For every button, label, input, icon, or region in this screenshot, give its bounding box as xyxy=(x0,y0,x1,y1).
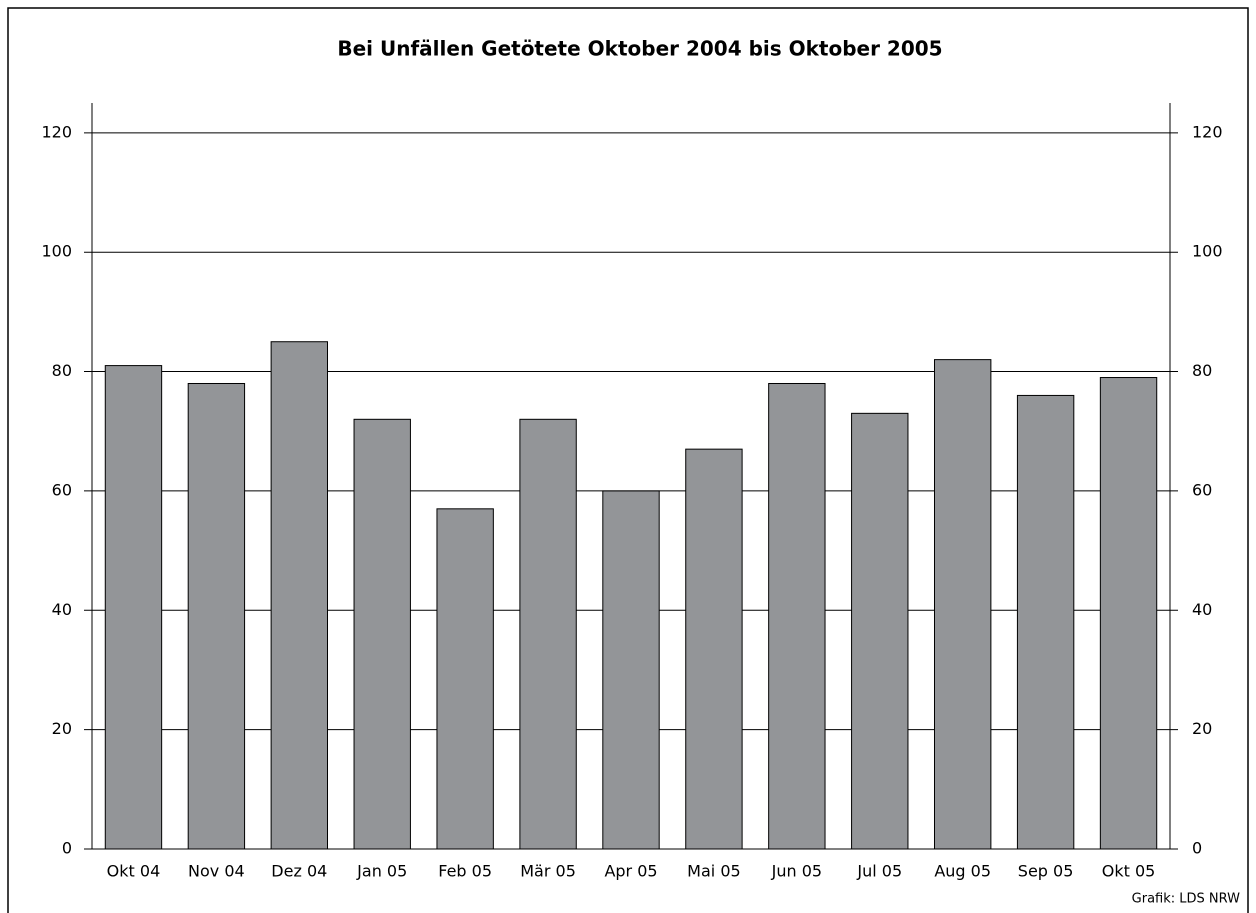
x-tick-label: Dez 04 xyxy=(271,862,327,881)
bar xyxy=(187,382,246,850)
x-tick-label: Mär 05 xyxy=(520,862,576,881)
y2-tick-label: 80 xyxy=(1192,361,1212,380)
y-tick-label: 20 xyxy=(52,719,72,738)
x-tick-label: Okt 04 xyxy=(107,862,161,881)
bar xyxy=(270,341,329,850)
y-tick-label: 100 xyxy=(41,242,72,261)
x-tick-label: Aug 05 xyxy=(934,862,991,881)
y2-tick-label: 20 xyxy=(1192,719,1212,738)
y-tick-label: 0 xyxy=(62,839,72,858)
x-tick-label: Jun 05 xyxy=(771,862,822,881)
y-tick-label: 120 xyxy=(41,122,72,141)
y-tick-label: 40 xyxy=(52,600,72,619)
y2-tick-label: 100 xyxy=(1192,242,1223,261)
x-tick-label: Feb 05 xyxy=(438,862,492,881)
x-tick-label: Apr 05 xyxy=(604,862,657,881)
y-tick-label: 80 xyxy=(52,361,72,380)
bar xyxy=(436,508,494,850)
x-tick-label: Jul 05 xyxy=(856,862,902,881)
x-tick-label: Mai 05 xyxy=(687,862,741,881)
y-tick-label: 60 xyxy=(52,480,72,499)
frame xyxy=(7,7,1249,913)
bar xyxy=(933,359,992,850)
x-tick-label: Jan 05 xyxy=(356,862,407,881)
bar xyxy=(104,365,163,850)
x-tick-label: Nov 04 xyxy=(188,862,245,881)
bar xyxy=(1099,377,1158,850)
y2-tick-label: 120 xyxy=(1192,122,1223,141)
bar xyxy=(353,418,411,850)
x-tick-label: Sep 05 xyxy=(1018,862,1074,881)
y2-tick-label: 0 xyxy=(1192,839,1202,858)
y2-tick-label: 40 xyxy=(1192,600,1212,619)
y2-tick-label: 60 xyxy=(1192,480,1212,499)
bar xyxy=(519,418,577,850)
bar xyxy=(685,448,743,850)
x-tick-label: Okt 05 xyxy=(1102,862,1156,881)
bar xyxy=(602,490,660,850)
bar xyxy=(851,412,909,850)
bar xyxy=(1016,394,1075,850)
bar xyxy=(768,382,826,850)
chart-title: Bei Unfällen Getötete Oktober 2004 bis O… xyxy=(337,37,942,61)
source: Grafik: LDS NRW xyxy=(1132,892,1240,907)
